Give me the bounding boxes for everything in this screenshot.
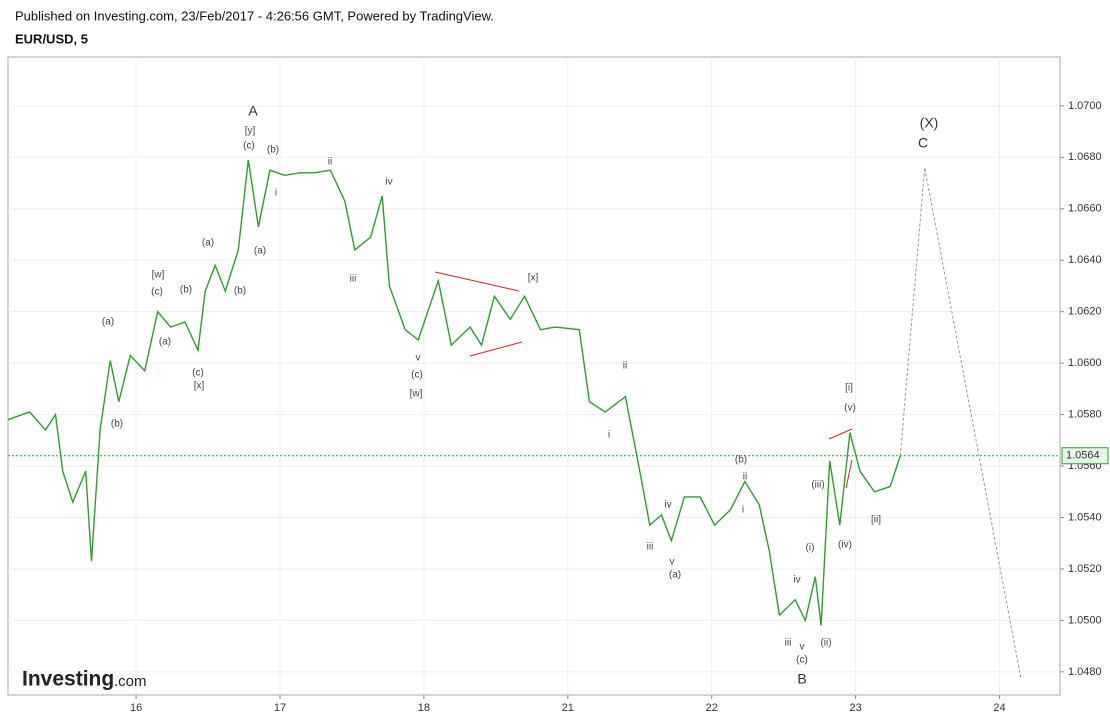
wave-label: B xyxy=(797,671,806,687)
wave-label: [i] xyxy=(845,383,853,394)
wave-label: (c) xyxy=(411,370,423,381)
wave-label: v xyxy=(670,557,675,568)
wave-label: i xyxy=(275,188,277,199)
y-tick-label: 1.0640 xyxy=(1068,254,1102,266)
wedge-line xyxy=(828,428,853,440)
wave-label: i xyxy=(742,505,744,516)
wave-label: (iv) xyxy=(838,540,852,551)
wave-label: (a) xyxy=(202,238,214,249)
wave-label: (iii) xyxy=(811,480,824,491)
wave-label: C xyxy=(918,135,928,151)
wave-label: iii xyxy=(350,274,357,285)
wave-label: (b) xyxy=(180,285,192,296)
wave-label: (b) xyxy=(267,145,279,156)
wave-label: iii xyxy=(785,638,792,649)
y-tick-label: 1.0600 xyxy=(1068,357,1102,369)
wave-label: A xyxy=(248,103,258,119)
wave-label: [y] xyxy=(245,126,256,137)
wave-label: (b) xyxy=(234,286,246,297)
logo-suffix: .com xyxy=(114,673,147,690)
wave-label: (a) xyxy=(159,337,171,348)
last-price-box xyxy=(1061,447,1109,465)
y-tick-label: 1.0500 xyxy=(1068,614,1102,626)
wave-label: (c) xyxy=(192,368,204,379)
x-tick-label: 22 xyxy=(706,702,718,714)
triangle-upper xyxy=(434,271,520,292)
wave-label: ii xyxy=(623,361,627,372)
wave-label: [w] xyxy=(152,270,165,281)
wave-label: i xyxy=(608,430,610,441)
wave-label: (b) xyxy=(735,455,747,466)
y-tick-label: 1.0540 xyxy=(1068,511,1102,523)
wave-label: (v) xyxy=(844,403,856,414)
x-tick-label: 21 xyxy=(562,702,574,714)
x-tick-label: 23 xyxy=(850,702,862,714)
wave-label: (ii) xyxy=(820,638,831,649)
wave-label: (a) xyxy=(102,317,114,328)
wave-label: iv xyxy=(664,500,671,511)
price-line xyxy=(7,159,901,626)
x-tick-label: 17 xyxy=(274,702,286,714)
wedge-line xyxy=(845,459,853,489)
wave-label: [ii] xyxy=(871,515,881,526)
wave-label: (a) xyxy=(254,246,266,257)
y-tick-label: 1.0580 xyxy=(1068,408,1102,420)
wave-label: [x] xyxy=(194,381,205,392)
wave-label: (c) xyxy=(243,141,255,152)
wave-label: (c) xyxy=(151,287,163,298)
wave-label: (i) xyxy=(806,543,815,554)
x-tick-label: 16 xyxy=(130,702,142,714)
last-price-label: 1.0564 xyxy=(1066,450,1100,462)
y-tick-label: 1.0680 xyxy=(1068,151,1102,163)
wave-label: [x] xyxy=(528,273,539,284)
y-tick-label: 1.0520 xyxy=(1068,563,1102,575)
plot-frame xyxy=(7,56,1061,696)
wave-label: (a) xyxy=(669,570,681,581)
y-tick-label: 1.0480 xyxy=(1068,666,1102,678)
logo-brand: Investing xyxy=(22,668,114,691)
x-tick-label: 24 xyxy=(993,702,1005,714)
wave-label: ii xyxy=(328,157,332,168)
grid xyxy=(8,57,1060,695)
wave-label: [w] xyxy=(410,389,423,400)
published-note: Published on Investing.com, 23/Feb/2017 … xyxy=(15,8,494,23)
x-tick-label: 18 xyxy=(418,702,430,714)
wave-label: iv xyxy=(793,575,800,586)
triangle-lower xyxy=(469,341,523,357)
wave-label: (b) xyxy=(111,419,123,430)
wave-label: ii xyxy=(743,472,747,483)
y-tick-label: 1.0660 xyxy=(1068,203,1102,215)
symbol: EUR/USD, 5 xyxy=(15,31,88,46)
wave-label: iv xyxy=(385,177,392,188)
wave-label: (X) xyxy=(920,115,939,131)
y-tick-label: 1.0700 xyxy=(1068,100,1102,112)
y-tick-label: 1.0620 xyxy=(1068,306,1102,318)
wave-label: v xyxy=(800,642,805,653)
projection-line xyxy=(899,167,1022,680)
wave-label: iii xyxy=(647,542,654,553)
wave-label: v xyxy=(416,353,421,364)
wave-label: (c) xyxy=(796,655,808,666)
